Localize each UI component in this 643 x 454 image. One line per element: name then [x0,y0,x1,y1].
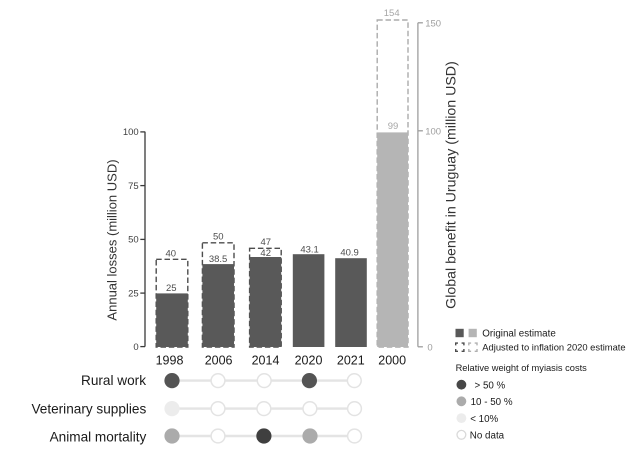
svg-text:50: 50 [128,235,139,246]
svg-text:38.5: 38.5 [209,254,228,265]
svg-text:154: 154 [384,8,400,19]
svg-text:Annual losses (million USD): Annual losses (million USD) [104,159,119,320]
svg-text:Rural work: Rural work [81,373,146,388]
svg-text:10 - 50 %: 10 - 50 % [471,397,513,408]
svg-text:0: 0 [133,342,138,353]
svg-text:99: 99 [388,121,399,132]
svg-text:40.9: 40.9 [340,247,359,258]
svg-text:47: 47 [261,237,272,248]
svg-text:Original estimate: Original estimate [482,329,556,340]
svg-text:2021: 2021 [337,354,365,368]
svg-text:Veterinary supplies: Veterinary supplies [31,402,146,417]
svg-text:150: 150 [425,18,441,29]
svg-text:43.1: 43.1 [300,245,319,256]
svg-text:100: 100 [425,126,441,137]
svg-text:2000: 2000 [378,354,406,368]
svg-text:75: 75 [128,181,139,192]
svg-text:> 50 %: > 50 % [475,380,506,391]
svg-text:1998: 1998 [156,354,184,368]
svg-text:2014: 2014 [252,354,280,368]
svg-text:40: 40 [166,248,177,259]
svg-text:25: 25 [166,283,177,294]
svg-text:50: 50 [213,231,224,242]
svg-text:Global benefit in Uruguay (mil: Global benefit in Uruguay (million USD) [443,61,459,309]
svg-text:Animal mortality: Animal mortality [50,429,147,444]
svg-text:Adjusted to inflation 2020 est: Adjusted to inflation 2020 estimate [482,342,625,353]
svg-text:No data: No data [470,431,505,442]
svg-text:Relative weight of myiasis cos: Relative weight of myiasis costs [456,363,588,373]
svg-text:25: 25 [128,288,139,299]
svg-text:42: 42 [260,248,271,259]
svg-text:100: 100 [123,127,139,138]
svg-text:2020: 2020 [295,354,323,368]
svg-text:2006: 2006 [205,354,233,368]
svg-text:< 10%: < 10% [470,414,498,425]
svg-text:0: 0 [427,342,432,353]
